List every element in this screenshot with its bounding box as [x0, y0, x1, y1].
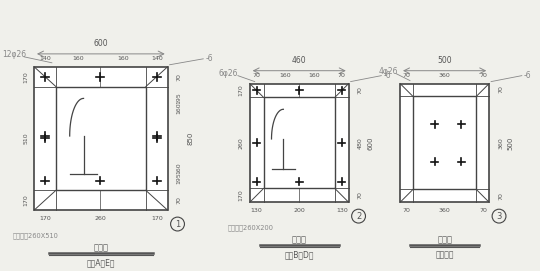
Text: 160: 160	[177, 163, 181, 175]
Text: 中间形式260X510: 中间形式260X510	[12, 232, 58, 238]
Text: 360: 360	[498, 137, 503, 149]
Text: 160: 160	[308, 73, 320, 78]
Text: 70: 70	[402, 208, 410, 213]
Text: 70: 70	[480, 208, 487, 213]
Text: -6: -6	[205, 54, 213, 63]
Text: 850: 850	[187, 132, 193, 145]
Text: 360: 360	[439, 208, 450, 213]
Bar	[400, 83, 489, 202]
Text: 中间形式260X200: 中间形式260X200	[228, 224, 274, 231]
Text: 130: 130	[251, 208, 262, 213]
Text: 1: 1	[175, 220, 180, 228]
Text: 70: 70	[177, 196, 181, 204]
Text: 170: 170	[39, 216, 51, 221]
Text: 70: 70	[177, 73, 181, 80]
Text: 460: 460	[292, 56, 307, 65]
Text: 12φ26: 12φ26	[2, 50, 26, 59]
Text: 160: 160	[280, 73, 291, 78]
Text: 160: 160	[73, 56, 84, 61]
Text: 170: 170	[151, 216, 163, 221]
Text: 模板三: 模板三	[437, 235, 452, 244]
Text: 260: 260	[94, 216, 106, 221]
Bar	[413, 96, 476, 189]
Text: 160: 160	[117, 56, 129, 61]
Text: 500: 500	[437, 56, 452, 65]
Text: 4φ26: 4φ26	[379, 67, 398, 76]
Text: 195: 195	[177, 92, 181, 104]
Text: 160: 160	[177, 102, 181, 114]
Text: 6φ26: 6φ26	[218, 69, 238, 78]
Text: 70: 70	[338, 73, 346, 78]
Text: 70: 70	[253, 73, 261, 78]
Text: 用于A、E跨: 用于A、E跨	[86, 258, 115, 267]
Text: 170: 170	[23, 194, 28, 206]
Text: 70: 70	[357, 191, 362, 199]
Text: 510: 510	[23, 133, 28, 144]
Text: 170: 170	[23, 71, 28, 82]
Text: 600: 600	[367, 136, 374, 150]
Text: 260: 260	[239, 137, 244, 149]
Text: 200: 200	[293, 208, 305, 213]
Text: 130: 130	[336, 208, 348, 213]
Text: 170: 170	[239, 85, 244, 96]
Text: 70: 70	[498, 86, 503, 93]
Text: 140: 140	[39, 56, 51, 61]
Text: 70: 70	[357, 86, 362, 94]
Text: 2: 2	[356, 212, 361, 221]
Text: 500: 500	[508, 136, 514, 150]
Text: 70: 70	[480, 73, 487, 78]
Text: 195: 195	[177, 173, 181, 184]
Text: 3: 3	[496, 212, 502, 221]
Bar	[264, 97, 335, 188]
Text: 用于方桃: 用于方桃	[435, 250, 454, 259]
Text: 140: 140	[151, 56, 163, 61]
Text: 170: 170	[239, 189, 244, 201]
Text: -6: -6	[383, 71, 391, 80]
Text: 360: 360	[439, 73, 450, 78]
Text: -6: -6	[524, 71, 531, 80]
Text: 70: 70	[402, 73, 410, 78]
Bar	[249, 83, 349, 202]
Bar	[56, 86, 146, 191]
Text: 用于B～D跨: 用于B～D跨	[285, 250, 314, 259]
Text: 模板二: 模板二	[292, 235, 307, 244]
Text: 600: 600	[93, 39, 108, 48]
Text: 70: 70	[498, 192, 503, 200]
Text: 模板一: 模板一	[93, 243, 109, 252]
Text: 480: 480	[357, 137, 362, 149]
Bar	[34, 67, 167, 210]
